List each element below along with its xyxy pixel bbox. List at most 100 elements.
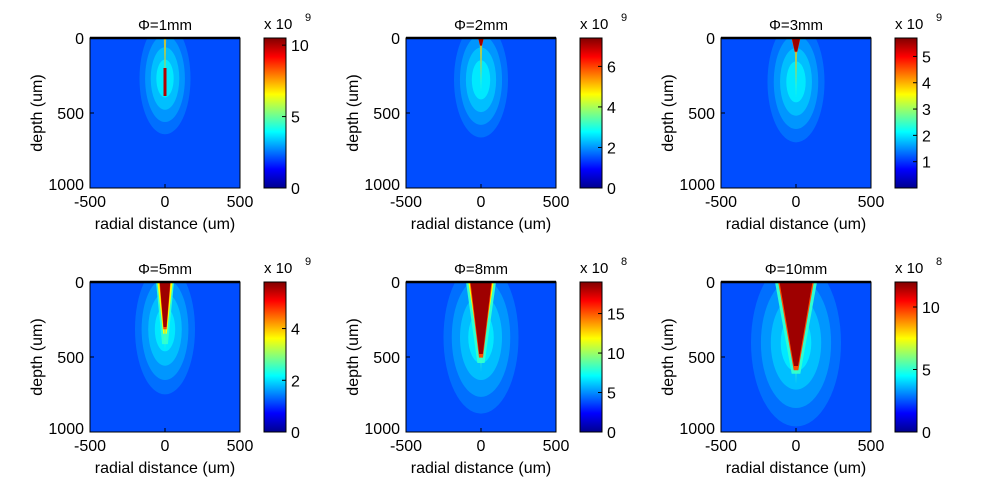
colorbar-exponent-base: x 10 [580, 16, 608, 33]
heatmap-panel: Φ=3mm -500 0 500 0 500 1000 radial distance (um… [660, 12, 942, 233]
y-tick-label: 500 [373, 350, 400, 367]
colorbar-tick-label: 4 [922, 76, 931, 93]
y-tick-label: 1000 [679, 421, 715, 438]
y-axis-label: depth (um) [660, 318, 677, 395]
x-axis-label: radial distance (um) [411, 216, 552, 233]
heatmap-hot-contour [163, 68, 167, 96]
colorbar-tick-label: 0 [607, 425, 616, 442]
colorbar [579, 281, 603, 433]
colorbar-tick-label: 4 [291, 322, 300, 339]
chart-title: Φ=3mm [769, 17, 823, 34]
y-tick-label: 0 [391, 275, 400, 292]
y-tick-label: 0 [391, 31, 400, 48]
chart-title: Φ=5mm [138, 261, 192, 278]
x-axis-label: radial distance (um) [726, 216, 867, 233]
heatmap-panel: Φ=10mm -500 0 500 0 500 1000 radial distance (u… [660, 256, 942, 477]
x-tick-label: -500 [390, 194, 422, 211]
colorbar-tick-label: 10 [922, 300, 940, 317]
colorbar-tick-label: 2 [607, 140, 616, 157]
chart-title: Φ=10mm [765, 261, 827, 278]
x-tick-label: 500 [227, 194, 254, 211]
heatmap-panel: Φ=2mm -500 0 500 0 500 1000 radial distance (um… [345, 12, 627, 233]
colorbar-exponent-base: x 10 [580, 260, 608, 277]
y-tick-label: 1000 [364, 421, 400, 438]
y-tick-label: 1000 [679, 177, 715, 194]
colorbar-tick-label: 1 [922, 155, 931, 172]
chart-title: Φ=1mm [138, 17, 192, 34]
y-tick-label: 0 [75, 275, 84, 292]
y-tick-label: 1000 [48, 421, 84, 438]
colorbar-tick-label: 0 [291, 181, 300, 198]
colorbar-exponent-power: 9 [305, 256, 311, 268]
x-tick-label: 500 [227, 438, 254, 455]
x-axis-label: radial distance (um) [726, 460, 867, 477]
x-tick-label: 0 [161, 194, 170, 211]
x-tick-label: 0 [477, 194, 486, 211]
x-tick-label: -500 [74, 194, 106, 211]
colorbar-exponent-power: 9 [305, 12, 311, 24]
x-tick-label: 500 [543, 194, 570, 211]
x-tick-label: -500 [705, 438, 737, 455]
x-tick-label: 500 [858, 438, 885, 455]
y-tick-label: 500 [57, 350, 84, 367]
x-axis-label: radial distance (um) [411, 460, 552, 477]
heatmap-hot-contour [779, 282, 813, 366]
colorbar-tick-label: 15 [607, 307, 625, 324]
colorbar-exponent-power: 9 [621, 12, 627, 24]
heatmap-core-contour [480, 38, 482, 82]
heatmap-hot-contour [478, 38, 484, 46]
colorbar-exponent-power: 8 [936, 256, 942, 268]
chart-title: Φ=2mm [454, 17, 508, 34]
heatmap-hot-contour [159, 282, 171, 327]
colorbar-exponent-base: x 10 [264, 260, 292, 277]
colorbar-tick-label: 2 [291, 373, 300, 390]
chart-title: Φ=8mm [454, 261, 508, 278]
colorbar [894, 281, 918, 433]
heatmap-panel: Φ=5mm -500 0 500 0 500 1000 radial distance (um… [29, 256, 311, 477]
x-tick-label: 0 [161, 438, 170, 455]
colorbar-tick-label: 5 [922, 49, 931, 66]
y-tick-label: 0 [75, 31, 84, 48]
y-axis-label: depth (um) [29, 318, 46, 395]
heatmap-core-contour [164, 38, 166, 79]
colorbar [263, 281, 287, 433]
y-tick-label: 1000 [48, 177, 84, 194]
colorbar-exponent-power: 8 [621, 256, 627, 268]
x-axis-label: radial distance (um) [95, 460, 236, 477]
colorbar-exponent-power: 9 [936, 12, 942, 24]
colorbar-tick-label: 5 [607, 386, 616, 403]
y-axis-label: depth (um) [345, 74, 362, 151]
colorbar [579, 37, 603, 189]
x-tick-label: 0 [792, 194, 801, 211]
y-tick-label: 1000 [364, 177, 400, 194]
colorbar [894, 37, 918, 189]
heatmap-panel: Φ=1mm -500 0 500 0 500 1000 radial distance (um… [29, 12, 311, 233]
heatmap-hot-contour [791, 38, 801, 52]
colorbar-tick-label: 6 [607, 59, 616, 76]
colorbar-tick-label: 10 [607, 346, 625, 363]
heatmap-hot-contour [470, 282, 492, 354]
y-tick-label: 500 [688, 350, 715, 367]
y-axis-label: depth (um) [660, 74, 677, 151]
x-tick-label: 500 [543, 438, 570, 455]
colorbar-tick-label: 10 [291, 38, 309, 55]
y-tick-label: 500 [373, 106, 400, 123]
colorbar-tick-label: 3 [922, 102, 931, 119]
x-tick-label: -500 [705, 194, 737, 211]
x-tick-label: -500 [74, 438, 106, 455]
colorbar-tick-label: 0 [922, 425, 931, 442]
x-axis-label: radial distance (um) [95, 216, 236, 233]
y-tick-label: 500 [57, 106, 84, 123]
colorbar [263, 37, 287, 189]
x-tick-label: -500 [390, 438, 422, 455]
y-axis-label: depth (um) [29, 74, 46, 151]
x-tick-label: 500 [858, 194, 885, 211]
colorbar-tick-label: 5 [291, 110, 300, 127]
colorbar-tick-label: 2 [922, 128, 931, 145]
x-tick-label: 0 [792, 438, 801, 455]
colorbar-tick-label: 0 [607, 181, 616, 198]
x-tick-label: 0 [477, 438, 486, 455]
colorbar-tick-label: 4 [607, 100, 616, 117]
colorbar-tick-label: 0 [291, 425, 300, 442]
